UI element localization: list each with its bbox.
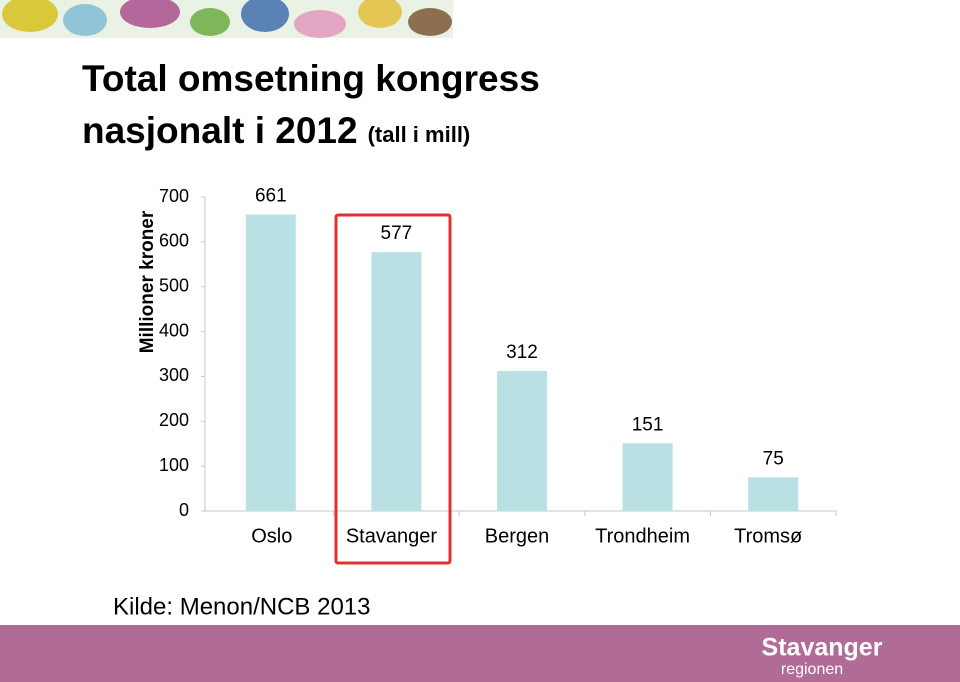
logo-name: Stavanger (762, 634, 883, 662)
x-tick-label: Oslo (251, 525, 292, 547)
bar (371, 252, 422, 511)
value-label: 151 (632, 414, 664, 435)
y-axis-label: Millioner kroner (137, 210, 158, 353)
y-tick-label: 400 (159, 320, 189, 340)
y-tick-label: 700 (159, 186, 189, 206)
x-tick-label: Tromsø (734, 525, 802, 547)
x-tick-label: Stavanger (346, 525, 438, 547)
value-label: 577 (381, 223, 413, 244)
footer-bar (0, 625, 960, 682)
subtitle: (tall i mill) (368, 122, 471, 147)
title-line: Total omsetning kongress nasjonalt i 2012 (82, 58, 540, 151)
x-tick-label: Trondheim (595, 525, 690, 547)
logo-sub: regionen (781, 661, 843, 678)
y-tick-label: 200 (159, 410, 189, 430)
bar (622, 443, 673, 511)
bar (497, 371, 547, 511)
x-tick-label: Bergen (485, 525, 550, 547)
value-label: 75 (763, 448, 784, 469)
value-label: 312 (506, 342, 538, 363)
highlight-box (334, 213, 452, 565)
y-tick-label: 100 (159, 455, 189, 475)
value-label: 661 (255, 186, 287, 207)
y-tick-label: 0 (179, 500, 189, 520)
y-tick-label: 600 (159, 231, 189, 251)
bar (245, 214, 296, 511)
y-tick-label: 500 (159, 275, 189, 295)
header-decoration (0, 0, 453, 38)
source: Kilde: Menon/NCB 2013 (113, 593, 370, 620)
bar (748, 477, 799, 511)
y-tick-label: 300 (159, 365, 189, 385)
